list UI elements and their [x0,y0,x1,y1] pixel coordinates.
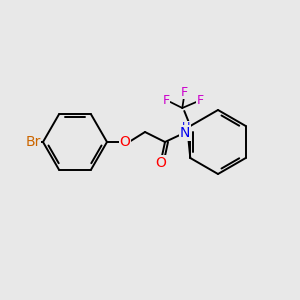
Text: Br: Br [25,135,41,149]
Text: F: F [181,85,188,98]
Text: N: N [180,126,190,140]
Text: O: O [156,156,167,170]
Text: O: O [120,135,130,149]
Text: F: F [163,94,170,106]
Text: H: H [182,122,190,132]
Text: F: F [197,94,204,106]
